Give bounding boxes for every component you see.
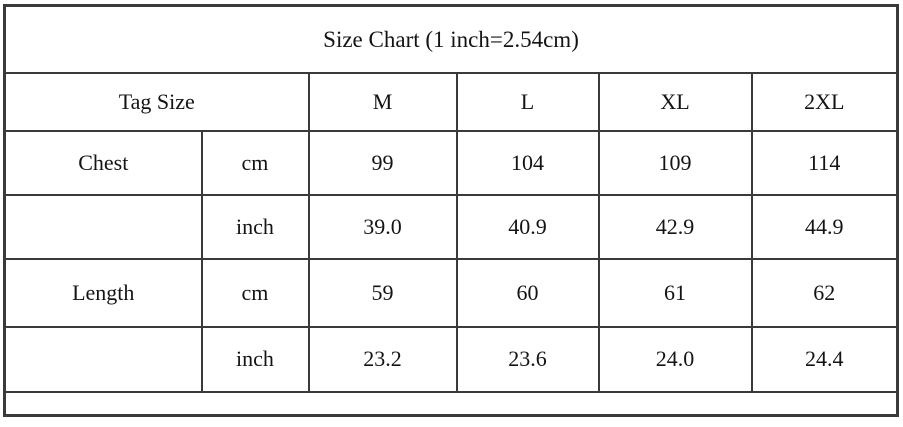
measure-label-empty xyxy=(3,193,203,260)
value-cell: 23.6 xyxy=(455,325,600,393)
size-header-m: M xyxy=(307,71,458,132)
measure-label-empty xyxy=(3,325,203,393)
value-cell: 24.0 xyxy=(597,325,753,393)
value-cell: 59 xyxy=(307,257,458,328)
value-cell: 42.9 xyxy=(597,193,753,260)
table-row-length-inch: inch 23.2 23.6 24.0 24.4 xyxy=(3,325,899,393)
title-row: Size Chart (1 inch=2.54cm) xyxy=(3,4,899,74)
value-cell: 44.9 xyxy=(750,193,899,260)
header-row: Tag Size M L XL 2XL xyxy=(3,71,899,132)
value-cell: 23.2 xyxy=(307,325,458,393)
unit-label: inch xyxy=(200,193,310,260)
value-cell: 24.4 xyxy=(750,325,899,393)
value-cell: 62 xyxy=(750,257,899,328)
size-chart-title: Size Chart (1 inch=2.54cm) xyxy=(3,4,899,74)
size-chart-table: Size Chart (1 inch=2.54cm) Tag Size M L … xyxy=(3,4,900,417)
unit-label: inch xyxy=(200,325,310,393)
value-cell: 109 xyxy=(597,129,753,196)
unit-label: cm xyxy=(200,129,310,196)
measure-label-length: Length xyxy=(3,257,203,328)
value-cell: 104 xyxy=(455,129,600,196)
unit-label: cm xyxy=(200,257,310,328)
measure-label-chest: Chest xyxy=(3,129,203,196)
table-row-length-cm: Length cm 59 60 61 62 xyxy=(3,257,899,328)
value-cell: 60 xyxy=(455,257,600,328)
size-header-xl: XL xyxy=(597,71,753,132)
size-header-2xl: 2XL xyxy=(750,71,899,132)
partial-cutoff-row xyxy=(3,390,899,416)
table-row-chest-cm: Chest cm 99 104 109 114 xyxy=(3,129,899,196)
value-cell: 61 xyxy=(597,257,753,328)
size-header-l: L xyxy=(455,71,600,132)
value-cell: 40.9 xyxy=(455,193,600,260)
partial-cutoff-cell xyxy=(3,390,899,416)
value-cell: 39.0 xyxy=(307,193,458,260)
tag-size-header-cell: Tag Size xyxy=(3,71,310,132)
value-cell: 114 xyxy=(750,129,899,196)
value-cell: 99 xyxy=(307,129,458,196)
table-row-chest-inch: inch 39.0 40.9 42.9 44.9 xyxy=(3,193,899,260)
